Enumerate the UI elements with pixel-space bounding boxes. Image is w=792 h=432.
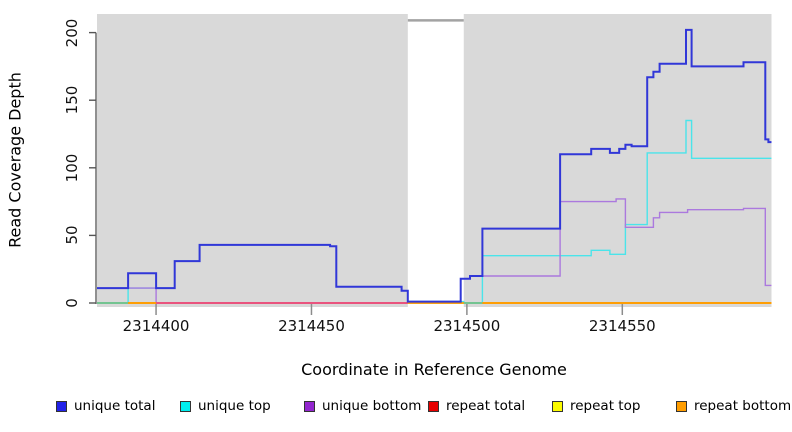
y-axis-title: Read Coverage Depth bbox=[5, 72, 25, 248]
legend: unique total unique top unique bottom repea… bbox=[56, 398, 792, 414]
y-tick-label: 100 bbox=[63, 153, 81, 183]
y-tick-label: 150 bbox=[63, 85, 81, 115]
legend-label: unique top bbox=[198, 398, 271, 414]
legend-swatch-icon bbox=[180, 400, 191, 412]
x-tick-label: 2314400 bbox=[122, 317, 190, 335]
legend-swatch-icon bbox=[676, 400, 687, 412]
y-tick-label: 50 bbox=[63, 225, 81, 245]
legend-item: unique top bbox=[180, 398, 304, 414]
legend-label: unique bottom bbox=[322, 398, 422, 414]
series-unique_total bbox=[97, 28, 772, 303]
legend-swatch-icon bbox=[552, 400, 563, 412]
legend-item: repeat bottom bbox=[676, 398, 792, 414]
legend-label: repeat bottom bbox=[694, 398, 792, 414]
y-tick-label: 0 bbox=[63, 298, 81, 308]
legend-label: unique total bbox=[74, 398, 156, 414]
x-tick-label: 2314450 bbox=[278, 317, 345, 335]
legend-swatch-icon bbox=[428, 400, 439, 412]
legend-item: repeat total bbox=[428, 398, 552, 414]
legend-item: unique total bbox=[56, 398, 180, 414]
legend-item: repeat top bbox=[552, 398, 676, 414]
masked-region bbox=[407, 14, 464, 307]
legend-swatch-icon bbox=[56, 400, 67, 412]
x-tick-label: 2314550 bbox=[588, 317, 656, 335]
y-tick-label: 200 bbox=[63, 18, 81, 47]
legend-swatch-icon bbox=[304, 400, 315, 412]
legend-item: unique bottom bbox=[304, 398, 428, 414]
x-axis-title: Coordinate in Reference Genome bbox=[301, 360, 567, 379]
x-tick-label: 2314500 bbox=[433, 317, 501, 335]
legend-label: repeat total bbox=[446, 398, 526, 414]
legend-label: repeat top bbox=[570, 398, 641, 414]
